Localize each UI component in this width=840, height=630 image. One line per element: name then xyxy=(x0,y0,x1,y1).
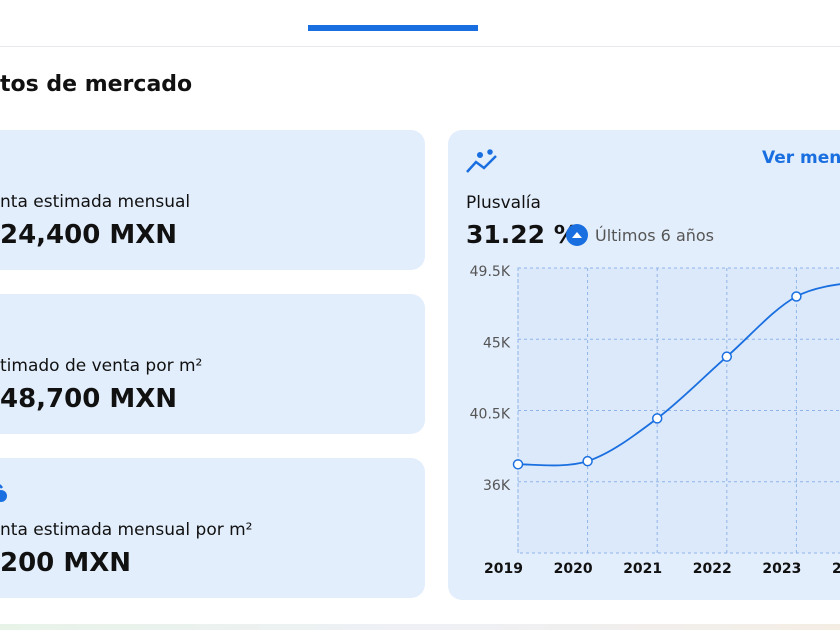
point xyxy=(512,459,524,470)
link[interactable]: Ver men xyxy=(762,148,840,168)
stat-value: 24,400 MXN xyxy=(0,220,178,250)
point xyxy=(651,413,663,424)
y-tick-label: 36K xyxy=(483,478,511,494)
plot-area xyxy=(517,267,840,554)
x-tick-label: 2022 xyxy=(693,561,732,577)
stat-label: timado de venta por m² xyxy=(0,356,203,376)
period: Últimos 6 años xyxy=(595,226,715,245)
y-tick-label: 45K xyxy=(483,335,511,351)
point xyxy=(791,291,802,302)
y-tick-label: 49.5K xyxy=(470,264,511,280)
point xyxy=(582,455,593,467)
x-tick-label: 2023 xyxy=(762,561,801,577)
chart-title: Plusvalía xyxy=(466,193,541,213)
y-tick-label: 40.5K xyxy=(470,407,511,423)
icon xyxy=(0,484,7,502)
stat-value: 48,700 MXN xyxy=(0,384,178,414)
stat-value: 200 MXN xyxy=(0,548,132,578)
x-tick-label: 2019 xyxy=(484,561,523,577)
stat-card: nta estimada mensual 24,400 MXN xyxy=(0,130,425,270)
x-tick-label: 2020 xyxy=(554,561,593,577)
active-tab[interactable] xyxy=(308,25,478,31)
x-tick-label: 2021 xyxy=(623,561,662,577)
divider xyxy=(0,46,840,47)
section-title: tos de mercado xyxy=(0,72,193,97)
change-value: 31.22 % xyxy=(466,220,579,249)
x-tick-label: 20 xyxy=(832,561,840,577)
stat-label: nta estimada mensual xyxy=(0,192,191,212)
point xyxy=(721,351,733,362)
stat-label: nta estimada mensual por m² xyxy=(0,520,253,540)
stat-card: nta estimada mensual por m² 200 MXN xyxy=(0,458,425,598)
up-arrow xyxy=(572,232,582,238)
trend-icon xyxy=(466,149,497,173)
footer-strip xyxy=(0,624,840,630)
stat-card: timado de venta por m² 48,700 MXN xyxy=(0,294,425,434)
